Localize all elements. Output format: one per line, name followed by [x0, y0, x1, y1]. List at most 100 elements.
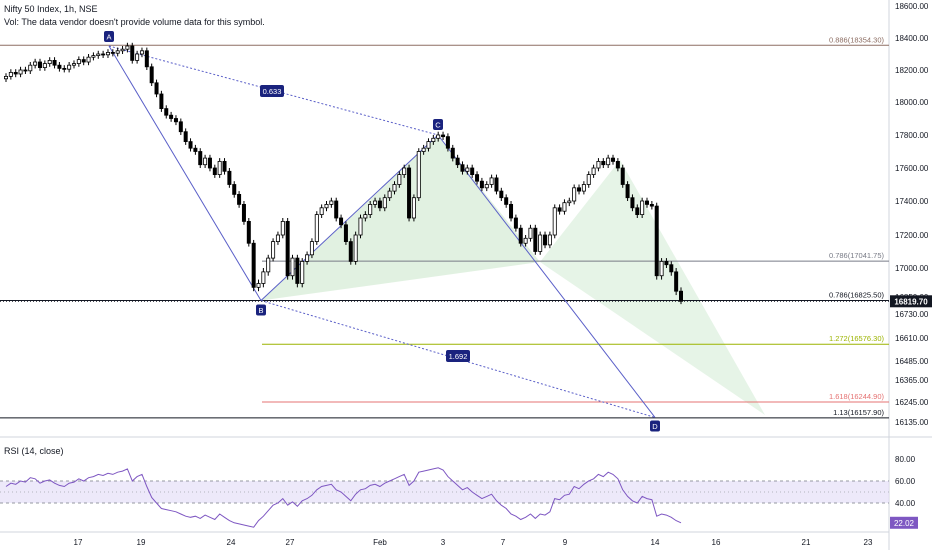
candle-body [377, 200, 382, 209]
price-tick-label: 17400.00 [895, 197, 929, 206]
candle-body [538, 234, 543, 252]
candle-body [411, 197, 416, 219]
candle-body [518, 227, 523, 244]
candle-body [86, 56, 91, 63]
candle-body [358, 217, 363, 236]
candle-body [188, 141, 193, 149]
candle-body [348, 241, 353, 262]
fib-level-label: 1.13(16157.90) [833, 408, 884, 417]
candle-body [105, 52, 110, 56]
price-tick-label: 18600.00 [895, 2, 929, 11]
candle-body [586, 174, 591, 185]
volume-note: Vol: The data vendor doesn't provide vol… [4, 17, 265, 27]
rsi-tick-label: 40.00 [895, 499, 916, 508]
candle-body [679, 290, 684, 302]
time-tick-label: 21 [802, 538, 811, 547]
candle-body [324, 203, 329, 209]
candle-body [159, 93, 164, 109]
candle-body [28, 64, 33, 72]
candle-body [309, 241, 314, 256]
candle-body [101, 53, 106, 56]
candle-body [203, 157, 208, 166]
time-tick-label: 23 [864, 538, 873, 547]
point-label-a: A [106, 33, 111, 42]
point-label-d: D [652, 422, 658, 431]
price-tick-label: 18000.00 [895, 98, 929, 107]
candle-body [431, 137, 436, 143]
candle-body [373, 200, 378, 205]
candle-body [528, 227, 533, 239]
candle-body [630, 197, 635, 209]
candle-body [275, 234, 280, 242]
candle-body [615, 160, 620, 169]
price-tick-label: 16365.00 [895, 376, 929, 385]
pattern-line-ac-dotted [108, 45, 439, 136]
candle-body [67, 64, 72, 70]
candle-body [591, 167, 596, 175]
time-tick-label: 17 [74, 538, 83, 547]
candle-body [76, 59, 81, 64]
candle-body [625, 184, 630, 199]
candle-body [33, 61, 38, 66]
candle-body [154, 82, 159, 95]
rsi-last-label: 22.02 [894, 519, 915, 528]
candle-body [562, 202, 567, 212]
candle-body [426, 141, 431, 149]
candle-body [91, 55, 96, 58]
candle-body [96, 53, 101, 57]
candle-body [227, 170, 232, 185]
candle-body [353, 234, 358, 262]
candle-body [601, 160, 606, 166]
candle-body [640, 200, 645, 215]
point-label-b: B [258, 306, 263, 315]
time-tick-label: 3 [441, 538, 446, 547]
candle-body [572, 187, 577, 202]
time-tick-label: 27 [286, 538, 295, 547]
candle-body [334, 200, 339, 219]
price-tick-label: 17000.00 [895, 264, 929, 273]
candle-body [47, 60, 52, 65]
candle-body [110, 52, 115, 54]
candle-body [130, 45, 135, 61]
time-tick-label: 19 [137, 538, 146, 547]
candle-body [232, 184, 237, 195]
pattern-line-ab [108, 45, 262, 301]
time-tick-label: 7 [501, 538, 506, 547]
candle-body [135, 53, 140, 61]
candle-body [669, 264, 674, 273]
candle-body [470, 167, 475, 175]
candle-body [149, 66, 154, 84]
candle-body [577, 187, 582, 192]
price-tick-label: 17600.00 [895, 164, 929, 173]
candle-body [52, 60, 57, 66]
xabcd-triangle-cd [540, 160, 765, 415]
candle-body [4, 76, 9, 80]
candle-body [343, 224, 348, 243]
price-tick-label: 16485.00 [895, 357, 929, 366]
candle-body [37, 61, 42, 68]
candle-body [494, 177, 499, 192]
candle-body [402, 167, 407, 175]
point-label-a-bg [104, 31, 114, 42]
candle-body [596, 160, 601, 169]
candle-body [649, 203, 654, 207]
candle-body [460, 164, 465, 172]
candle-body [339, 217, 344, 226]
candle-body [222, 160, 227, 172]
fib-level-label: 0.786(16825.50) [829, 290, 885, 299]
candle-body [115, 50, 120, 54]
candle-body [164, 108, 169, 116]
time-tick-label: 24 [227, 538, 236, 547]
candle-body [62, 68, 67, 70]
candle-body [436, 134, 441, 139]
candle-body [207, 157, 212, 169]
ratio-ac: 0.633 [263, 87, 282, 96]
candle-body [217, 160, 222, 175]
candle-body [421, 147, 426, 152]
fib-level-label: 1.272(16576.30) [829, 334, 885, 343]
candle-body [664, 260, 669, 266]
candle-body [659, 260, 664, 277]
rsi-tick-label: 60.00 [895, 477, 916, 486]
